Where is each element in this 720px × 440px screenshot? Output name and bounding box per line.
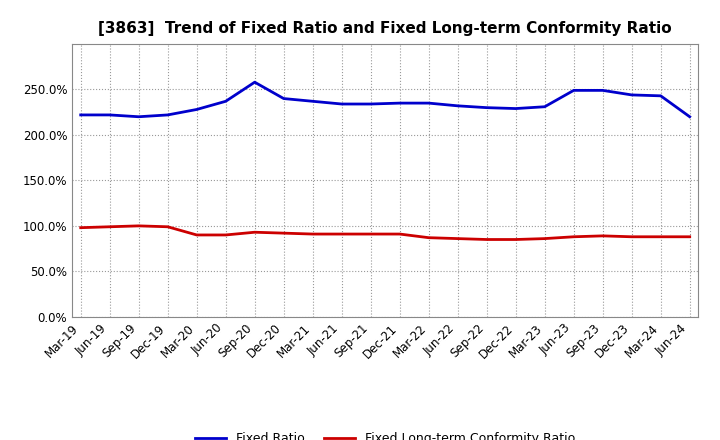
Fixed Ratio <box>657 93 665 99</box>
Fixed Long-term Conformity Ratio <box>135 223 143 228</box>
Fixed Long-term Conformity Ratio <box>338 231 346 237</box>
Fixed Long-term Conformity Ratio <box>657 234 665 239</box>
Fixed Ratio <box>424 100 433 106</box>
Fixed Long-term Conformity Ratio <box>482 237 491 242</box>
Legend: Fixed Ratio, Fixed Long-term Conformity Ratio: Fixed Ratio, Fixed Long-term Conformity … <box>190 427 580 440</box>
Line: Fixed Ratio: Fixed Ratio <box>81 82 690 117</box>
Fixed Long-term Conformity Ratio <box>511 237 520 242</box>
Fixed Ratio <box>482 105 491 110</box>
Fixed Long-term Conformity Ratio <box>76 225 85 230</box>
Fixed Long-term Conformity Ratio <box>454 236 462 241</box>
Fixed Ratio <box>192 107 201 112</box>
Fixed Long-term Conformity Ratio <box>570 234 578 239</box>
Title: [3863]  Trend of Fixed Ratio and Fixed Long-term Conformity Ratio: [3863] Trend of Fixed Ratio and Fixed Lo… <box>99 21 672 36</box>
Fixed Long-term Conformity Ratio <box>395 231 404 237</box>
Fixed Ratio <box>541 104 549 110</box>
Fixed Ratio <box>627 92 636 98</box>
Fixed Long-term Conformity Ratio <box>192 232 201 238</box>
Fixed Ratio <box>135 114 143 119</box>
Fixed Long-term Conformity Ratio <box>221 232 230 238</box>
Fixed Ratio <box>76 112 85 117</box>
Fixed Long-term Conformity Ratio <box>251 230 259 235</box>
Fixed Ratio <box>279 96 288 101</box>
Fixed Ratio <box>366 101 375 106</box>
Fixed Long-term Conformity Ratio <box>279 231 288 236</box>
Fixed Ratio <box>338 101 346 106</box>
Fixed Long-term Conformity Ratio <box>685 234 694 239</box>
Fixed Long-term Conformity Ratio <box>308 231 317 237</box>
Fixed Long-term Conformity Ratio <box>424 235 433 240</box>
Fixed Long-term Conformity Ratio <box>541 236 549 241</box>
Fixed Long-term Conformity Ratio <box>366 231 375 237</box>
Fixed Ratio <box>251 80 259 85</box>
Fixed Ratio <box>395 100 404 106</box>
Fixed Ratio <box>308 99 317 104</box>
Fixed Ratio <box>105 112 114 117</box>
Line: Fixed Long-term Conformity Ratio: Fixed Long-term Conformity Ratio <box>81 226 690 239</box>
Fixed Ratio <box>454 103 462 109</box>
Fixed Ratio <box>221 99 230 104</box>
Fixed Long-term Conformity Ratio <box>163 224 172 229</box>
Fixed Long-term Conformity Ratio <box>627 234 636 239</box>
Fixed Long-term Conformity Ratio <box>105 224 114 229</box>
Fixed Ratio <box>163 112 172 117</box>
Fixed Long-term Conformity Ratio <box>598 233 607 238</box>
Fixed Ratio <box>570 88 578 93</box>
Fixed Ratio <box>598 88 607 93</box>
Fixed Ratio <box>685 114 694 119</box>
Fixed Ratio <box>511 106 520 111</box>
